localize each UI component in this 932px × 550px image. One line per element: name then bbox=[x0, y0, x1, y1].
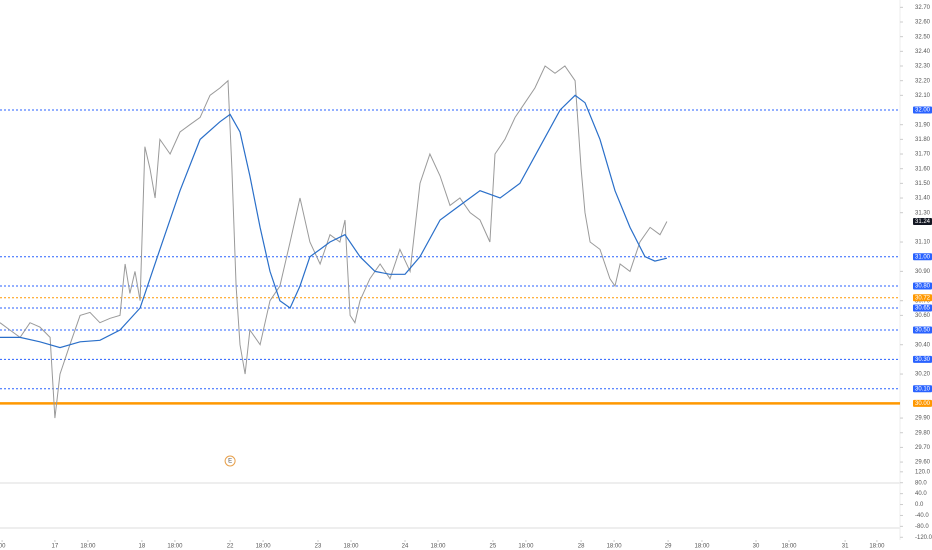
y-tick-label: 32.30 bbox=[915, 64, 931, 70]
moving-average-line bbox=[0, 94, 668, 349]
level-label: 30.80 bbox=[915, 284, 931, 290]
x-tick-label: 18:00 bbox=[430, 544, 446, 550]
level-label-box bbox=[913, 385, 932, 393]
level-label-box bbox=[913, 106, 932, 114]
x-tick-label: 31 bbox=[842, 544, 849, 550]
x-tick-label: 18:00 bbox=[80, 544, 96, 550]
y-tick-label: 30.90 bbox=[915, 269, 931, 275]
level-label: 30.00 bbox=[915, 401, 931, 407]
y-tick-label: 29.60 bbox=[915, 460, 931, 466]
x-tick-label: 25 bbox=[490, 544, 497, 550]
y-tick-label: 29.80 bbox=[915, 430, 931, 436]
y-tick-label: 31.60 bbox=[915, 166, 931, 172]
x-tick-label: 18:00 bbox=[607, 544, 623, 550]
y-tick-label: 31.40 bbox=[915, 196, 931, 202]
y-tick-label: 29.90 bbox=[915, 416, 931, 422]
level-label: 30.30 bbox=[915, 357, 931, 363]
y-tick-label: 80.0 bbox=[915, 480, 927, 486]
y-tick-label: 31.30 bbox=[915, 210, 931, 216]
x-tick-label: 17 bbox=[52, 544, 59, 550]
y-tick-label: 30.20 bbox=[915, 372, 931, 378]
y-tick-label: 32.20 bbox=[915, 78, 931, 84]
last-price-box bbox=[913, 217, 932, 225]
y-tick-label: -80.0 bbox=[915, 524, 929, 530]
x-tick-label: 18:00 bbox=[518, 544, 534, 550]
level-label: 30.72 bbox=[915, 295, 931, 301]
level-label-box bbox=[913, 282, 932, 290]
level-label-box bbox=[913, 304, 932, 312]
y-tick-label: 120.0 bbox=[915, 469, 931, 475]
x-tick-label: 18:00 bbox=[343, 544, 359, 550]
level-label: 30.65 bbox=[915, 306, 931, 312]
y-tick-label: 32.50 bbox=[915, 34, 931, 40]
x-tick-label: 30 bbox=[753, 544, 760, 550]
x-tick-label: 18:00 bbox=[694, 544, 710, 550]
level-label: 30.10 bbox=[915, 386, 931, 392]
x-tick-label: 00 bbox=[0, 544, 6, 550]
x-tick-label: 18:00 bbox=[869, 544, 885, 550]
x-tick-label: 18:00 bbox=[781, 544, 797, 550]
earnings-marker bbox=[224, 455, 236, 467]
y-tick-label: 32.40 bbox=[915, 49, 931, 55]
y-tick-label: 32.60 bbox=[915, 20, 931, 26]
level-label-box bbox=[913, 326, 932, 334]
y-tick-label: 31.70 bbox=[915, 152, 931, 158]
level-label-box bbox=[913, 399, 932, 407]
x-tick-label: 22 bbox=[227, 544, 234, 550]
y-tick-label: -40.0 bbox=[915, 513, 929, 519]
level-label-box bbox=[913, 253, 932, 261]
y-tick-label: 32.70 bbox=[915, 5, 931, 11]
x-tick-label: 23 bbox=[315, 544, 322, 550]
level-label-box bbox=[913, 294, 932, 302]
y-tick-label: 31.80 bbox=[915, 137, 931, 143]
level-label: 30.50 bbox=[915, 328, 931, 334]
level-label-box bbox=[913, 355, 932, 363]
x-tick-label: 28 bbox=[578, 544, 585, 550]
level-label: 31.00 bbox=[915, 254, 931, 260]
level-label: 32.00 bbox=[915, 108, 931, 114]
y-tick-label: 29.70 bbox=[915, 445, 931, 451]
price-line bbox=[0, 65, 668, 419]
earnings-label: E bbox=[228, 459, 232, 465]
y-tick-label: 32.10 bbox=[915, 93, 931, 99]
y-tick-label: 30.40 bbox=[915, 342, 931, 348]
y-tick-label: -120.0 bbox=[915, 535, 932, 541]
x-tick-label: 29 bbox=[665, 544, 672, 550]
y-tick-label: 31.50 bbox=[915, 181, 931, 187]
x-tick-label: 18:00 bbox=[256, 544, 272, 550]
x-tick-label: 24 bbox=[402, 544, 409, 550]
last-price-label: 31.24 bbox=[915, 219, 931, 225]
y-tick-label: 0.0 bbox=[915, 502, 924, 508]
y-tick-label: 30.70 bbox=[915, 298, 931, 304]
y-tick-label: 31.90 bbox=[915, 122, 931, 128]
x-tick-label: 18 bbox=[139, 544, 146, 550]
x-tick-label: 18:00 bbox=[167, 544, 183, 550]
y-tick-label: 40.0 bbox=[915, 491, 927, 497]
y-tick-label: 30.60 bbox=[915, 313, 931, 319]
y-tick-label: 31.10 bbox=[915, 240, 931, 246]
